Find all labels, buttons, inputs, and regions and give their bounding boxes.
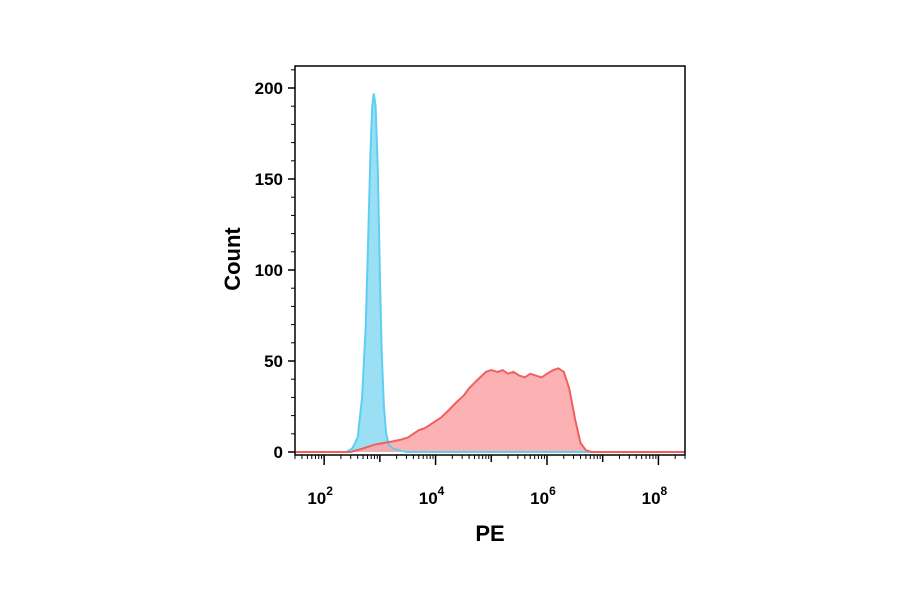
- y-tick-label: 0: [274, 443, 283, 462]
- y-axis-label: Count: [220, 227, 245, 291]
- y-tick-label: 200: [255, 79, 283, 98]
- y-tick-label: 100: [255, 261, 283, 280]
- y-tick-label: 50: [264, 352, 283, 371]
- x-tick-label: 106: [530, 484, 556, 508]
- x-axis-label: PE: [475, 521, 504, 546]
- series-1-line: [295, 367, 685, 453]
- x-tick-label: 102: [307, 484, 333, 508]
- y-axis: 0 50 100 150 200: [255, 69, 295, 462]
- x-tick-label: 108: [642, 484, 668, 508]
- series-1-area: [295, 368, 685, 452]
- series-0-line: [295, 93, 685, 453]
- plot-area: [295, 93, 685, 453]
- plot-frame: [294, 65, 686, 456]
- x-tick-label: 104: [419, 484, 445, 508]
- y-tick-label: 150: [255, 170, 283, 189]
- series-0-area: [295, 93, 685, 452]
- x-axis: 102 104 106 108: [294, 455, 686, 508]
